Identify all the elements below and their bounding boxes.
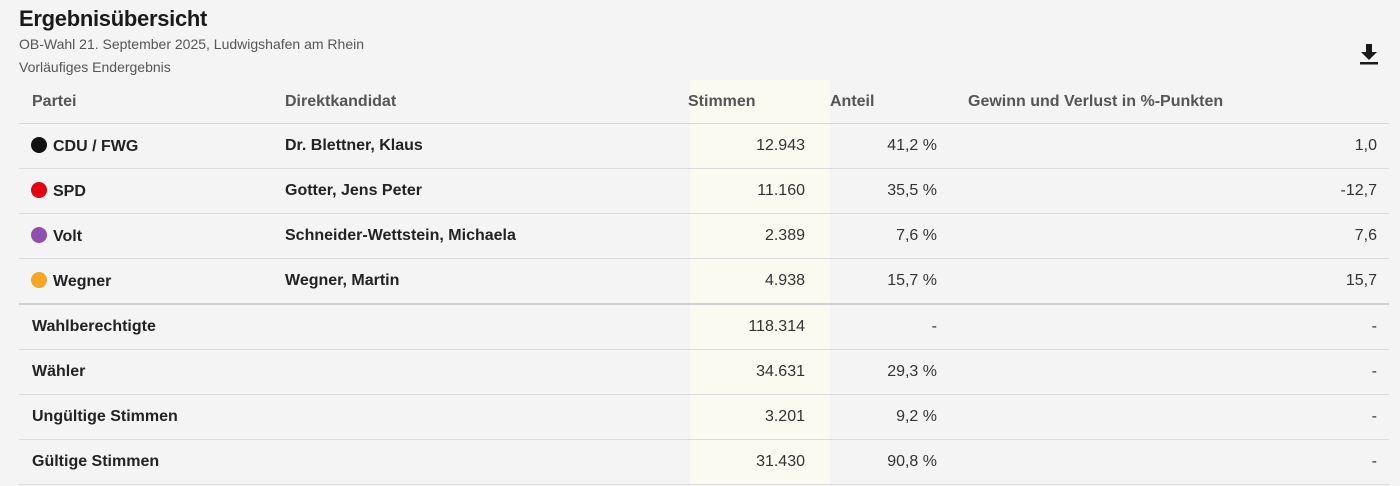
change: 7,6 bbox=[945, 213, 1389, 259]
party-color-dot-icon bbox=[31, 136, 47, 153]
summary-label: Gültige Stimmen bbox=[19, 439, 285, 485]
col-stimmen: Stimmen bbox=[677, 80, 815, 124]
change: 15,7 bbox=[945, 258, 1389, 305]
col-gewinn-verlust: Gewinn und Verlust in %-Punkten bbox=[945, 80, 1389, 124]
summary-label: Wahlberechtigte bbox=[19, 304, 285, 350]
empty-cell bbox=[285, 439, 677, 485]
share: 41,2 % bbox=[815, 123, 945, 169]
election-subtitle: OB-Wahl 21. September 2025, Ludwigshafen… bbox=[19, 36, 365, 52]
result-status: Vorläufiges Endergebnis bbox=[19, 59, 171, 75]
empty-cell bbox=[285, 304, 677, 350]
party-row: Volt Schneider-Wettstein, Michaela 2.389… bbox=[19, 213, 1389, 259]
change: - bbox=[945, 394, 1389, 440]
share: - bbox=[815, 304, 945, 350]
col-partei: Partei bbox=[19, 80, 285, 124]
party-cell: SPD bbox=[19, 168, 285, 214]
party-name: Wegner bbox=[53, 272, 112, 290]
candidate: Gotter, Jens Peter bbox=[285, 168, 677, 214]
summary-row: Ungültige Stimmen 3.201 9,2 % - bbox=[19, 394, 1389, 440]
summary-label: Ungültige Stimmen bbox=[19, 394, 285, 440]
download-button[interactable] bbox=[1358, 42, 1380, 66]
votes: 12.943 bbox=[677, 123, 815, 169]
candidate: Schneider-Wettstein, Michaela bbox=[285, 213, 677, 259]
candidate: Dr. Blettner, Klaus bbox=[285, 123, 677, 169]
party-name: Volt bbox=[53, 227, 83, 245]
share: 15,7 % bbox=[815, 258, 945, 305]
summary-row: Wahlberechtigte 118.314 - - bbox=[19, 304, 1389, 350]
change: -12,7 bbox=[945, 168, 1389, 214]
votes: 2.389 bbox=[677, 213, 815, 259]
change: 1,0 bbox=[945, 123, 1389, 169]
col-direktkandidat: Direktkandidat bbox=[285, 80, 677, 124]
summary-row: Gültige Stimmen 31.430 90,8 % - bbox=[19, 439, 1389, 485]
empty-cell bbox=[285, 349, 677, 395]
summary-label: Wähler bbox=[19, 349, 285, 395]
party-row: SPD Gotter, Jens Peter 11.160 35,5 % -12… bbox=[19, 168, 1389, 214]
votes: 11.160 bbox=[677, 168, 815, 214]
party-color-dot-icon bbox=[31, 226, 47, 243]
empty-cell bbox=[285, 394, 677, 440]
votes: 118.314 bbox=[677, 304, 815, 350]
votes: 34.631 bbox=[677, 349, 815, 395]
party-color-dot-icon bbox=[31, 181, 47, 198]
share: 90,8 % bbox=[815, 439, 945, 485]
votes: 3.201 bbox=[677, 394, 815, 440]
download-icon bbox=[1360, 44, 1378, 65]
summary-row: Wähler 34.631 29,3 % - bbox=[19, 349, 1389, 395]
candidate: Wegner, Martin bbox=[285, 258, 677, 305]
share: 29,3 % bbox=[815, 349, 945, 395]
votes: 4.938 bbox=[677, 258, 815, 305]
share: 35,5 % bbox=[815, 168, 945, 214]
table-header: Partei Direktkandidat Stimmen Anteil Gew… bbox=[19, 80, 1389, 124]
party-name: CDU / FWG bbox=[53, 137, 139, 155]
col-anteil: Anteil bbox=[815, 80, 945, 124]
votes: 31.430 bbox=[677, 439, 815, 485]
change: - bbox=[945, 439, 1389, 485]
change: - bbox=[945, 304, 1389, 350]
party-color-dot-icon bbox=[31, 271, 47, 288]
page-title: Ergebnisübersicht bbox=[19, 6, 208, 31]
party-row: CDU / FWG Dr. Blettner, Klaus 12.943 41,… bbox=[19, 123, 1389, 169]
party-name: SPD bbox=[53, 182, 86, 200]
party-cell: CDU / FWG bbox=[19, 123, 285, 169]
party-cell: Volt bbox=[19, 213, 285, 259]
share: 7,6 % bbox=[815, 213, 945, 259]
results-table: Partei Direktkandidat Stimmen Anteil Gew… bbox=[19, 80, 1389, 485]
change: - bbox=[945, 349, 1389, 395]
share: 9,2 % bbox=[815, 394, 945, 440]
party-row: Wegner Wegner, Martin 4.938 15,7 % 15,7 bbox=[19, 258, 1389, 305]
party-cell: Wegner bbox=[19, 258, 285, 305]
